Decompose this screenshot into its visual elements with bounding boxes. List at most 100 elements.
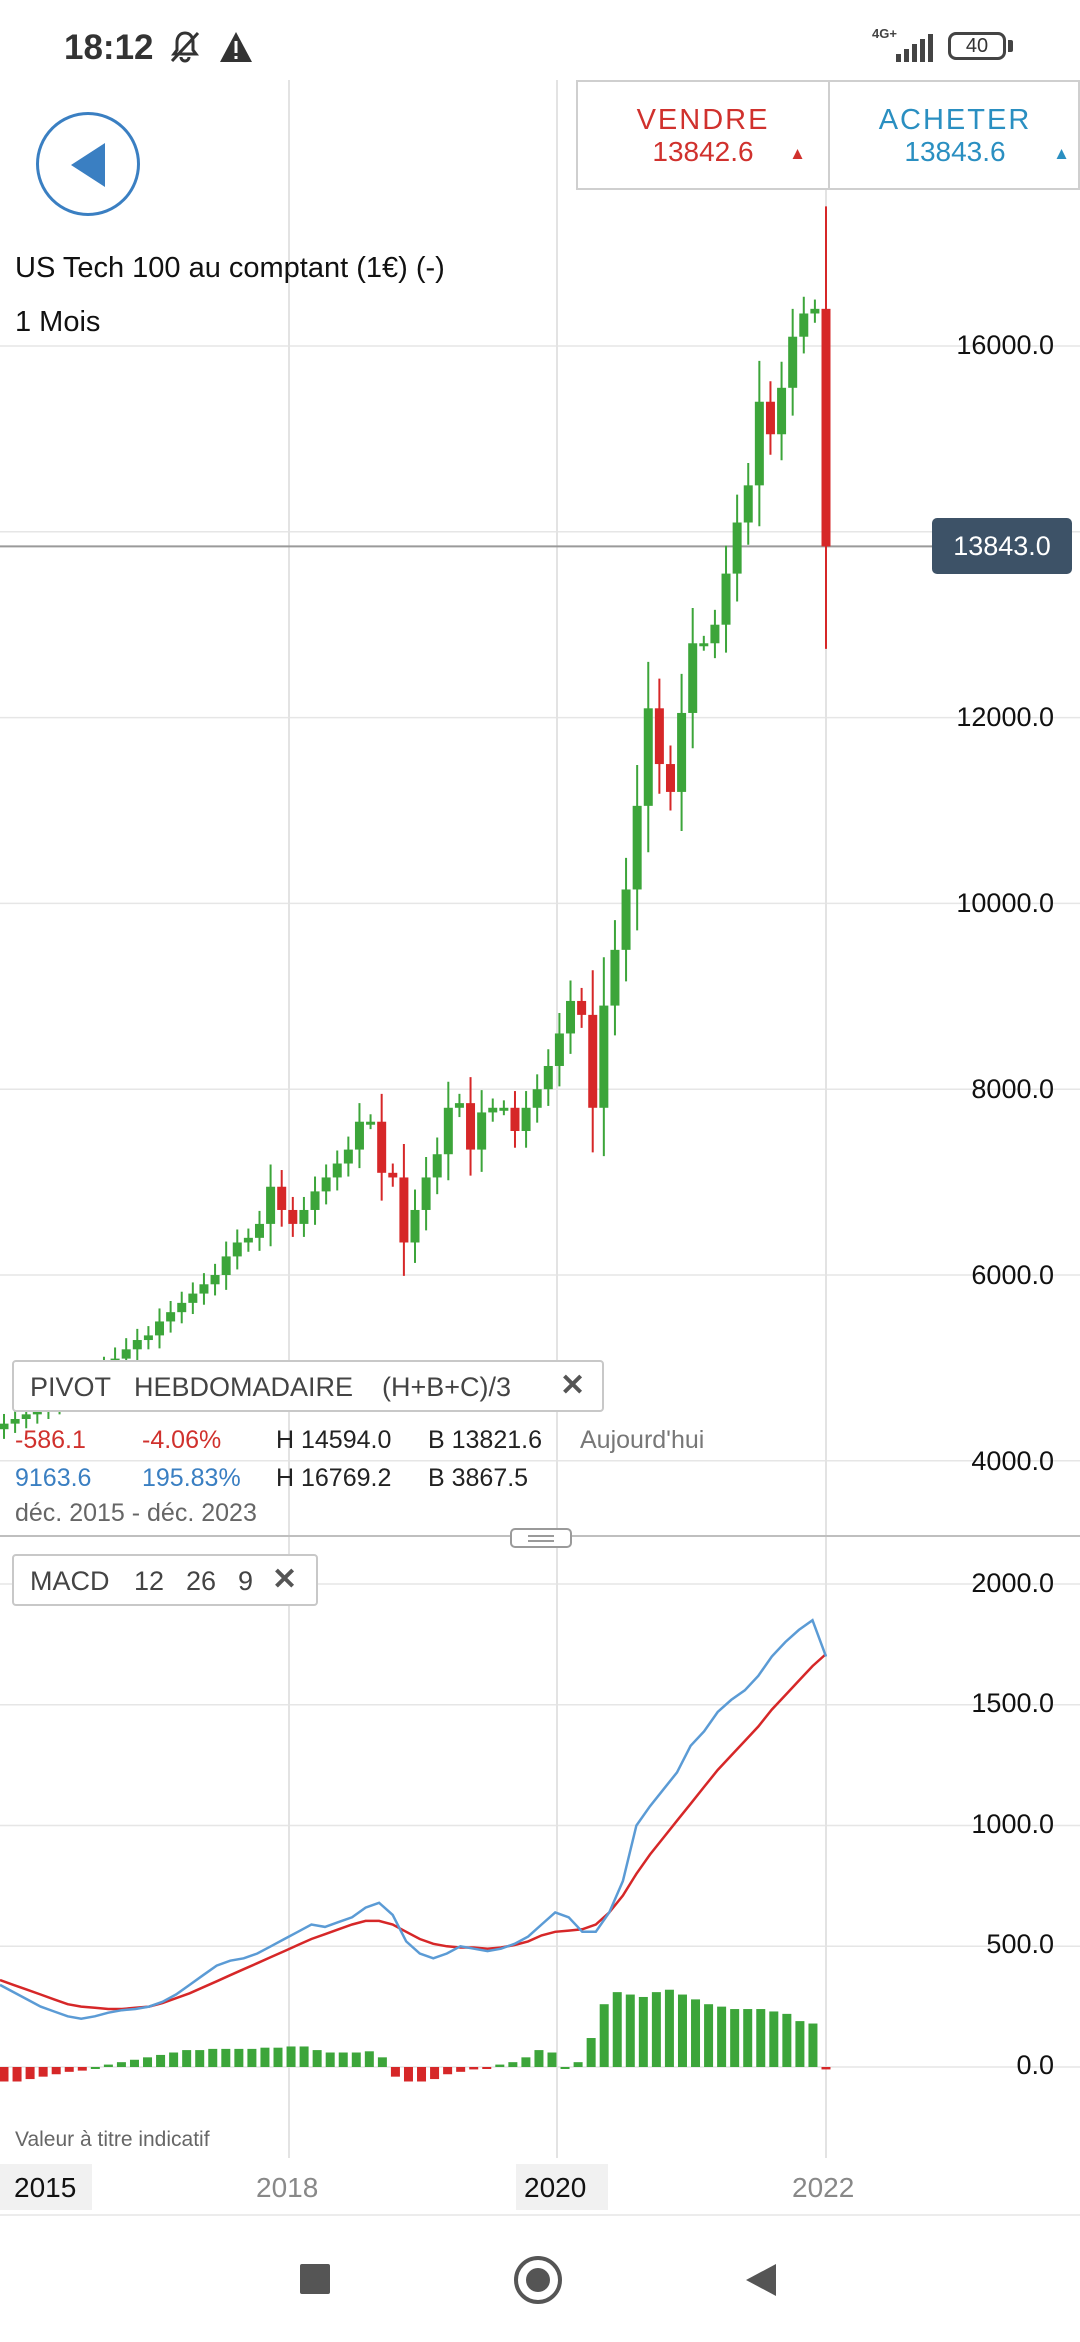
- candle-body: [0, 1423, 9, 1430]
- candle-body: [799, 313, 809, 337]
- range-pct: 195.83%: [142, 1464, 241, 1492]
- candle-body: [132, 1340, 142, 1350]
- candle-body: [665, 764, 675, 792]
- bell-off-icon: [166, 28, 204, 71]
- price-axis-label: 4000.0: [971, 1446, 1054, 1476]
- candle-body: [199, 1284, 209, 1294]
- macd-histogram-bar: [221, 2048, 231, 2067]
- candle-body: [466, 1103, 476, 1150]
- pane-resize-handle[interactable]: [510, 1528, 572, 1548]
- macd-histogram-bar: [25, 2067, 35, 2080]
- macd-histogram-bar: [77, 2067, 87, 2071]
- back-button[interactable]: [36, 112, 140, 216]
- candle-body: [777, 387, 787, 435]
- macd-histogram-bar: [456, 2067, 466, 2072]
- back-arrow-icon: [71, 143, 105, 187]
- macd-histogram-bar: [417, 2067, 427, 2082]
- macd-histogram-bar: [482, 2067, 492, 2069]
- candle-body: [399, 1177, 409, 1243]
- macd-histogram-bar: [38, 2067, 48, 2077]
- buy-price: 13843.6: [904, 136, 1006, 167]
- macd-histogram-bar: [390, 2067, 400, 2077]
- macd-histogram-bar: [116, 2062, 126, 2067]
- macd-histogram-bar: [338, 2052, 348, 2067]
- candle-body: [243, 1237, 253, 1243]
- candle-body: [177, 1302, 187, 1313]
- candle-body: [732, 522, 742, 574]
- candle-body: [454, 1103, 464, 1108]
- pivot-title: PIVOT: [30, 1372, 112, 1402]
- macd-close-icon[interactable]: ✕: [272, 1563, 298, 1596]
- macd-histogram-bar: [299, 2046, 309, 2067]
- macd-histogram-bar: [443, 2067, 453, 2075]
- macd-histogram-bar: [560, 2067, 570, 2069]
- candle-body: [232, 1242, 242, 1257]
- square-icon[interactable]: [300, 2264, 330, 2294]
- macd-histogram-bar: [64, 2067, 74, 2072]
- macd-indicator-chip[interactable]: MACD 12 26 9 ✕: [12, 1554, 318, 1606]
- grip-line: [528, 1535, 554, 1537]
- macd-line: [0, 1618, 828, 2020]
- range-low: B 3867.5: [428, 1464, 529, 1492]
- candle-body: [21, 1414, 31, 1419]
- candle-body: [288, 1209, 298, 1224]
- battery-icon: 40: [948, 32, 1006, 60]
- status-bar: 18:12 4G+ 40: [0, 0, 1080, 80]
- x-label-bg: [0, 2164, 92, 2210]
- pivot-indicator-chip[interactable]: PIVOT HEBDOMADAIRE (H+B+C)/3 ✕: [12, 1360, 604, 1412]
- macd-histogram-bar: [508, 2062, 518, 2067]
- buy-up-triangle-icon: ▲: [1053, 144, 1070, 163]
- macd-histogram-bar: [195, 2050, 205, 2067]
- macd-histogram-bar: [403, 2067, 413, 2082]
- date-range: déc. 2015 - déc. 2023: [15, 1499, 257, 1527]
- sell-label: VENDRE: [636, 104, 770, 136]
- pivot-close-icon[interactable]: ✕: [560, 1369, 586, 1402]
- macd-histogram-bar: [586, 2038, 596, 2067]
- pivot-low: B 13821.6: [428, 1426, 542, 1454]
- macd-histogram-bar: [795, 2021, 805, 2067]
- macd-histogram-bar: [286, 2046, 296, 2067]
- pivot-change: -586.1: [15, 1426, 86, 1454]
- macd-histogram-bar: [730, 2009, 740, 2067]
- macd-axis-label: 2000.0: [971, 1568, 1054, 1598]
- pivot-type: HEBDOMADAIRE: [134, 1372, 354, 1402]
- candle-body: [621, 889, 631, 950]
- candle-body: [643, 708, 653, 806]
- chart-period[interactable]: 1 Mois: [15, 306, 101, 338]
- circle-icon[interactable]: [514, 2256, 562, 2304]
- candle-body: [554, 1033, 564, 1066]
- macd-histogram-bar: [247, 2048, 257, 2067]
- candle-body: [688, 643, 698, 713]
- macd-histogram: [0, 1989, 831, 2082]
- x-label-bg: [516, 2164, 608, 2210]
- macd-histogram-bar: [547, 2052, 557, 2067]
- candle-body: [710, 624, 720, 644]
- disclaimer: Valeur à titre indicatif: [15, 2128, 210, 2151]
- candle-body: [810, 308, 820, 314]
- macd-histogram-bar: [704, 2004, 714, 2067]
- pivot-today-label: Aujourd'hui: [580, 1426, 705, 1454]
- status-time: 18:12: [64, 28, 154, 67]
- buy-button[interactable]: ACHETER 13843.6 ▲: [830, 82, 1080, 188]
- x-axis-label: 2020: [524, 2172, 587, 2203]
- sell-button[interactable]: VENDRE 13842.6 ▲: [578, 82, 830, 188]
- macd-param-slow: 26: [186, 1566, 217, 1596]
- candle-body: [499, 1107, 509, 1111]
- candle-body: [321, 1177, 331, 1192]
- macd-histogram-bar: [743, 2009, 753, 2067]
- macd-histogram-bar: [273, 2047, 283, 2067]
- macd-histogram-bar: [573, 2062, 583, 2067]
- candle-body: [588, 1014, 598, 1108]
- candle-body: [699, 643, 709, 647]
- macd-histogram-bar: [821, 2067, 831, 2070]
- candle-body: [155, 1321, 165, 1336]
- macd-histogram-bar: [364, 2051, 374, 2067]
- macd-histogram-bar: [495, 2064, 505, 2067]
- x-axis-label: 2018: [256, 2172, 319, 2203]
- triangle-back-icon[interactable]: [742, 2262, 778, 2303]
- circle-icon-dot: [526, 2268, 550, 2292]
- candle-body: [488, 1107, 498, 1113]
- candle-body: [432, 1154, 442, 1178]
- macd-histogram-bar: [208, 2048, 218, 2067]
